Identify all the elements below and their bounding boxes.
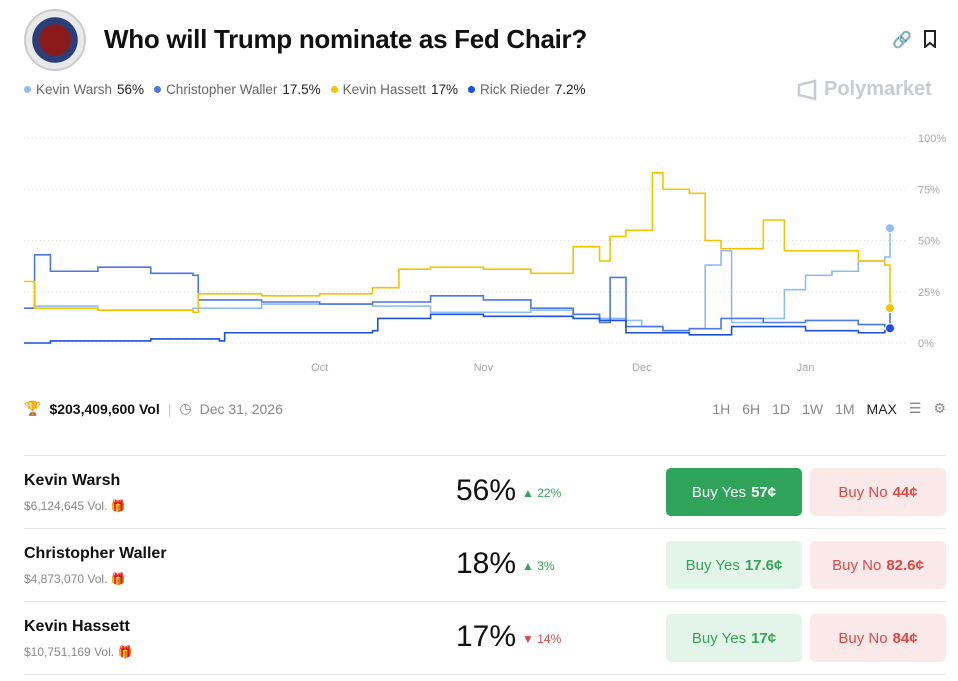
outcome-row[interactable]: Christopher Waller $4,873,070 Vol. 🎁 18%…	[24, 528, 946, 601]
divider	[24, 674, 946, 675]
buy-yes-button[interactable]: Buy Yes 17¢	[666, 614, 802, 662]
buy-no-button[interactable]: Buy No 82.6¢	[810, 541, 946, 589]
buy-yes-button[interactable]: Buy Yes 57¢	[666, 468, 802, 516]
range-6h[interactable]: 6H	[742, 400, 761, 417]
outcome-probability: 17%	[456, 620, 517, 653]
gift-icon[interactable]: 🎁	[117, 645, 133, 659]
series-endpoint	[885, 223, 895, 234]
outcome-volume: $4,873,070 Vol. 🎁	[24, 572, 126, 586]
legend-dot	[24, 86, 31, 93]
outcome-probability: 56%	[456, 474, 517, 507]
chart-legend: Kevin Warsh 56% Christopher Waller 17.5% Kev…	[24, 82, 586, 97]
series-line-kevin-warsh	[24, 228, 891, 332]
legend-dot	[467, 86, 475, 93]
legend-item: Kevin Hassett 17%	[330, 82, 458, 97]
range-1w[interactable]: 1W	[802, 400, 824, 417]
legend-item: Christopher Waller 17.5%	[154, 82, 321, 97]
outcome-change: ▲ 22%	[522, 486, 562, 500]
outcome-row[interactable]: Kevin Warsh $6,124,645 Vol. 🎁 56% ▲ 22% …	[24, 455, 946, 528]
range-1m[interactable]: 1M	[835, 400, 855, 417]
polymarket-logo-icon	[797, 78, 817, 101]
x-tick-label: Oct	[311, 362, 328, 374]
outcome-name: Christopher Waller	[24, 545, 167, 562]
y-tick-label: 50%	[918, 236, 940, 248]
triangle-down-icon: ▼	[522, 632, 534, 646]
settings-icon[interactable]: ⚙	[933, 400, 946, 416]
market-meta: 🏆 $203,409,600 Vol | ◷ Dec 31, 2026	[24, 400, 283, 417]
triangle-up-icon: ▲	[522, 486, 534, 500]
gift-icon[interactable]: 🎁	[110, 572, 126, 586]
series-line-christopher-waller	[24, 254, 891, 332]
y-tick-label: 25%	[918, 287, 940, 299]
polymarket-brand: Polymarket	[796, 78, 932, 101]
outcome-volume: $10,751,169 Vol. 🎁	[24, 645, 133, 659]
price-chart[interactable]: 0% 25% 50% 75% 100% Oct Nov Dec Jan	[0, 120, 958, 380]
x-tick-label: Jan	[797, 362, 815, 374]
range-max[interactable]: MAX	[866, 400, 897, 417]
series-endpoint	[885, 303, 895, 314]
y-tick-label: 0%	[918, 338, 934, 350]
legend-item: Kevin Warsh 56%	[24, 82, 144, 97]
range-1d[interactable]: 1D	[772, 400, 791, 417]
link-icon[interactable]: 🔗	[892, 32, 912, 49]
x-tick-label: Dec	[632, 362, 652, 374]
outcome-row[interactable]: Kevin Hassett $10,751,169 Vol. 🎁 17% ▼ 1…	[24, 601, 946, 674]
legend-dot	[154, 86, 162, 93]
series-line-rick-rieder	[24, 313, 891, 344]
y-tick-label: 75%	[918, 184, 940, 196]
x-tick-label: Nov	[474, 362, 494, 374]
buy-no-button[interactable]: Buy No 44¢	[810, 468, 946, 516]
end-date: Dec 31, 2026	[199, 400, 283, 417]
sort-icon[interactable]: ☰	[908, 400, 922, 416]
fed-seal-logo	[24, 9, 86, 71]
y-tick-label: 100%	[918, 133, 946, 145]
outcome-change: ▲ 3%	[522, 559, 555, 573]
clock-icon: ◷	[179, 400, 192, 416]
outcome-name: Kevin Hassett	[24, 618, 130, 635]
triangle-up-icon: ▲	[522, 559, 534, 573]
legend-item: Rick Rieder 7.2%	[467, 82, 586, 97]
range-1h[interactable]: 1H	[712, 400, 731, 417]
bookmark-icon[interactable]	[921, 30, 939, 50]
buy-yes-button[interactable]: Buy Yes 17.6¢	[666, 541, 802, 589]
legend-dot	[330, 86, 338, 93]
trophy-icon: 🏆	[24, 400, 42, 416]
outcome-volume: $6,124,645 Vol. 🎁	[24, 499, 126, 513]
outcome-change: ▼ 14%	[522, 632, 562, 646]
series-endpoint	[885, 323, 895, 334]
gift-icon[interactable]: 🎁	[110, 499, 126, 513]
buy-no-button[interactable]: Buy No 84¢	[810, 614, 946, 662]
outcome-probability: 18%	[456, 547, 517, 580]
time-range-selector: 1H 6H 1D 1W 1M MAX ☰ ⚙	[712, 400, 946, 417]
outcome-name: Kevin Warsh	[24, 472, 121, 489]
page-title: Who will Trump nominate as Fed Chair?	[104, 24, 587, 54]
volume-total: $203,409,600 Vol	[49, 400, 160, 417]
divider: |	[167, 400, 172, 417]
series-line-kevin-hassett	[24, 172, 891, 314]
